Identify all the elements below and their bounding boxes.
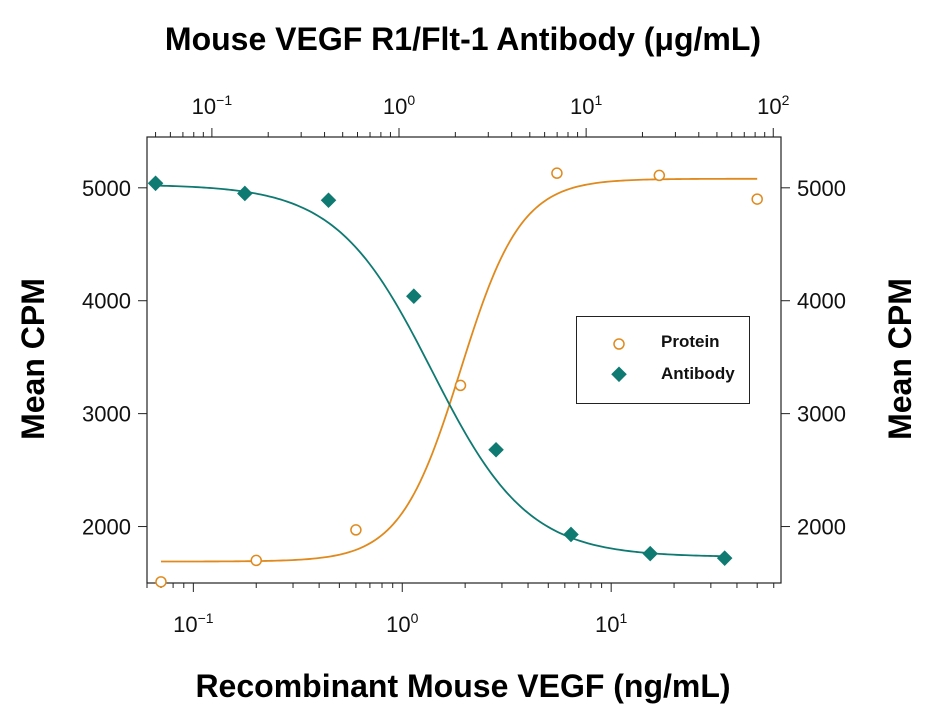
antibody-point bbox=[320, 192, 337, 209]
top-tick-label: 101 bbox=[570, 92, 602, 119]
top-axis-title: Mouse VEGF R1/Flt-1 Antibody (μg/mL) bbox=[165, 21, 761, 57]
antibody-point bbox=[716, 550, 733, 566]
y-tick-label-right: 4000 bbox=[797, 289, 846, 314]
legend-antibody-label: Antibody bbox=[661, 364, 735, 383]
y-tick-label-left: 2000 bbox=[82, 515, 131, 540]
y-tick-label-left: 4000 bbox=[82, 289, 131, 314]
top-tick-label: 102 bbox=[757, 92, 789, 119]
y-tick-label-left: 5000 bbox=[82, 176, 131, 201]
legend-protein-marker bbox=[613, 338, 625, 350]
y-tick-label-right: 2000 bbox=[797, 515, 846, 540]
protein-point bbox=[350, 524, 362, 536]
y-axis-label-left: Mean CPM bbox=[15, 278, 51, 440]
protein-point bbox=[751, 193, 763, 205]
protein-point bbox=[551, 167, 563, 179]
antibody-point bbox=[147, 175, 164, 192]
antibody-point bbox=[563, 526, 579, 543]
antibody-point bbox=[406, 288, 422, 304]
antibody-point bbox=[642, 545, 658, 562]
top-tick-label: 100 bbox=[383, 92, 415, 119]
antibody-point bbox=[237, 185, 253, 202]
x-tick-label: 100 bbox=[386, 610, 418, 637]
y-tick-label-right: 5000 bbox=[797, 176, 846, 201]
x-tick-label: 101 bbox=[595, 610, 627, 637]
y-tick-label-left: 3000 bbox=[82, 402, 131, 427]
protein-point bbox=[250, 554, 262, 567]
protein-point bbox=[155, 576, 167, 588]
top-tick-label: 10−1 bbox=[192, 92, 233, 119]
protein-point bbox=[653, 169, 666, 182]
legend-protein-label: Protein bbox=[661, 332, 720, 351]
x-axis-label: Recombinant Mouse VEGF (ng/mL) bbox=[195, 668, 730, 704]
legend-swatches bbox=[611, 338, 627, 383]
protein-point bbox=[454, 379, 467, 392]
legend: Protein Antibody bbox=[576, 316, 750, 404]
legend-antibody-marker bbox=[611, 366, 627, 383]
plot-frame bbox=[146, 136, 782, 584]
antibody-point bbox=[488, 441, 504, 458]
y-axis-label-right: Mean CPM bbox=[882, 278, 918, 440]
y-tick-label-right: 3000 bbox=[797, 402, 846, 427]
x-tick-label: 10−1 bbox=[173, 610, 214, 637]
